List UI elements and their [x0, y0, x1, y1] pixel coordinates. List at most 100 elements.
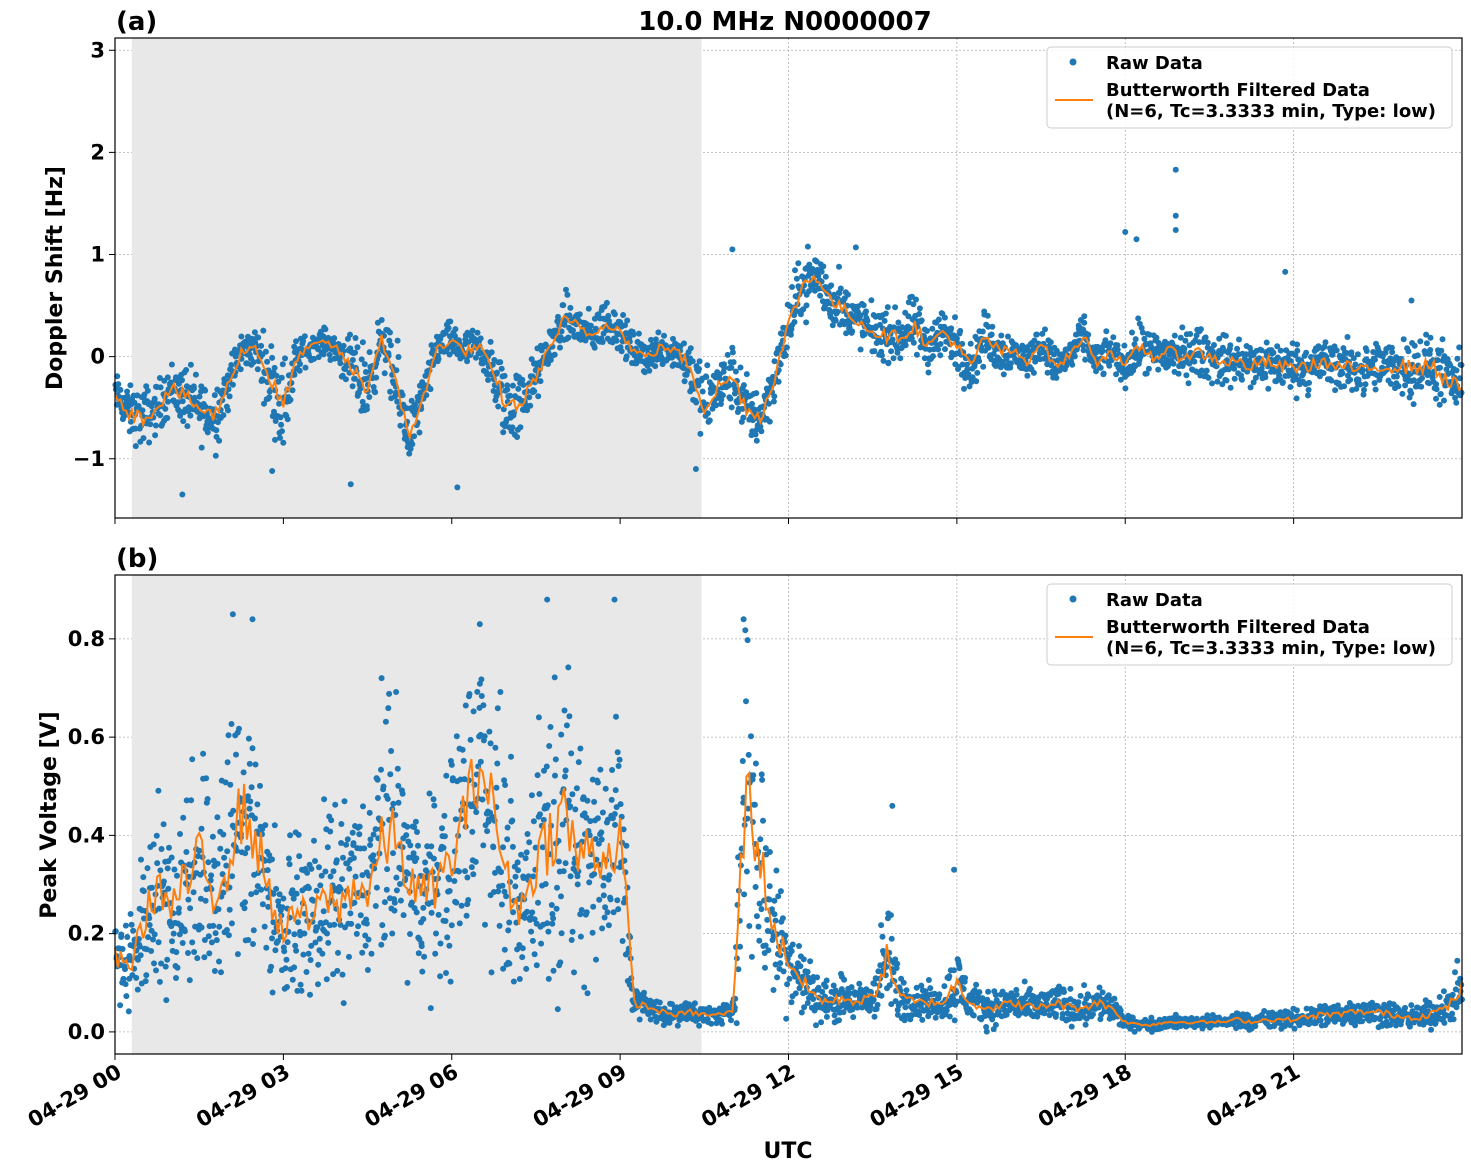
raw-data-point	[469, 828, 476, 835]
raw-data-point	[151, 931, 158, 938]
raw-data-point	[574, 873, 581, 880]
raw-data-point	[196, 393, 203, 400]
raw-data-point	[1355, 376, 1362, 383]
raw-data-point	[319, 950, 326, 957]
raw-data-point	[141, 391, 148, 398]
raw-data-point	[753, 437, 760, 444]
raw-data-point	[473, 809, 480, 816]
raw-data-point	[147, 421, 154, 428]
raw-data-point	[247, 798, 254, 805]
raw-data-point	[743, 371, 750, 378]
raw-data-point	[260, 327, 267, 334]
raw-data-point	[452, 333, 458, 340]
raw-data-point	[197, 895, 204, 902]
raw-data-point	[998, 332, 1005, 339]
raw-data-point	[397, 422, 404, 429]
raw-data-point	[880, 357, 887, 364]
raw-data-point	[408, 899, 415, 906]
raw-data-point	[807, 958, 814, 965]
raw-data-point	[240, 769, 247, 776]
raw-data-point	[771, 897, 778, 904]
raw-data-point	[510, 978, 517, 985]
raw-data-point	[759, 776, 766, 783]
raw-data-point	[216, 958, 222, 965]
raw-data-point	[366, 809, 373, 816]
raw-data-point	[467, 736, 474, 743]
raw-data-point	[186, 977, 193, 984]
raw-data-point	[175, 905, 182, 912]
raw-data-point	[379, 922, 386, 929]
raw-data-point	[127, 911, 134, 917]
raw-data-point	[378, 317, 385, 323]
raw-data-point	[727, 395, 734, 402]
raw-data-point	[285, 855, 292, 862]
raw-data-point	[359, 949, 366, 956]
raw-data-point	[733, 1020, 740, 1027]
raw-outlier-point	[1282, 268, 1289, 275]
raw-data-point	[183, 849, 190, 855]
raw-data-point	[680, 365, 687, 372]
raw-data-point	[610, 909, 617, 916]
raw-data-point	[924, 995, 931, 1002]
raw-data-point	[359, 398, 366, 405]
raw-data-point	[866, 1007, 873, 1014]
raw-data-point	[1042, 326, 1048, 333]
raw-data-point	[1122, 385, 1129, 392]
raw-data-point	[770, 987, 777, 993]
raw-data-point	[782, 352, 789, 359]
raw-data-point	[1205, 374, 1212, 381]
raw-data-point	[366, 394, 373, 400]
raw-outlier-point	[1172, 227, 1179, 233]
raw-data-point	[1245, 1012, 1251, 1019]
raw-data-point	[1438, 347, 1445, 354]
raw-data-point	[387, 329, 393, 336]
raw-data-point	[792, 267, 798, 274]
raw-data-point	[242, 899, 248, 906]
raw-data-point	[1211, 342, 1217, 348]
raw-data-point	[973, 378, 980, 385]
raw-data-point	[804, 243, 811, 250]
raw-data-point	[201, 954, 208, 961]
raw-data-point	[289, 887, 296, 894]
raw-data-point	[393, 367, 400, 374]
raw-data-point	[492, 869, 498, 876]
raw-data-point	[276, 891, 283, 898]
raw-data-point	[164, 415, 171, 421]
raw-data-point	[1306, 379, 1312, 386]
raw-data-point	[566, 312, 573, 319]
y-tick-label: 2	[90, 140, 105, 164]
raw-data-point	[264, 358, 271, 365]
raw-data-point	[204, 796, 211, 802]
raw-outlier-point	[1122, 229, 1129, 236]
raw-data-point	[929, 325, 936, 332]
raw-data-point	[603, 299, 610, 306]
raw-outlier-point	[269, 468, 276, 475]
raw-data-point	[1305, 392, 1311, 399]
raw-data-point	[477, 335, 484, 342]
raw-data-point	[145, 934, 152, 941]
raw-data-point	[198, 825, 205, 832]
raw-data-point	[951, 1017, 958, 1024]
raw-data-point	[289, 387, 296, 394]
raw-data-point	[130, 927, 137, 934]
raw-data-point	[913, 351, 920, 358]
raw-data-point	[803, 319, 810, 326]
raw-data-point	[378, 941, 385, 948]
raw-data-point	[919, 1016, 926, 1023]
raw-data-point	[273, 885, 280, 892]
raw-data-point	[1214, 378, 1221, 385]
raw-data-point	[316, 864, 322, 871]
raw-data-point	[393, 874, 400, 881]
raw-data-point	[752, 884, 759, 890]
raw-data-point	[166, 844, 172, 851]
raw-data-point	[1077, 992, 1084, 999]
raw-data-point	[381, 899, 388, 906]
raw-data-point	[1388, 380, 1394, 387]
raw-data-point	[150, 936, 156, 943]
raw-data-point	[120, 975, 127, 982]
raw-data-point	[358, 356, 365, 363]
raw-data-point	[141, 915, 147, 922]
raw-data-point	[140, 435, 147, 442]
raw-data-point	[674, 1022, 681, 1029]
raw-data-point	[592, 836, 599, 842]
